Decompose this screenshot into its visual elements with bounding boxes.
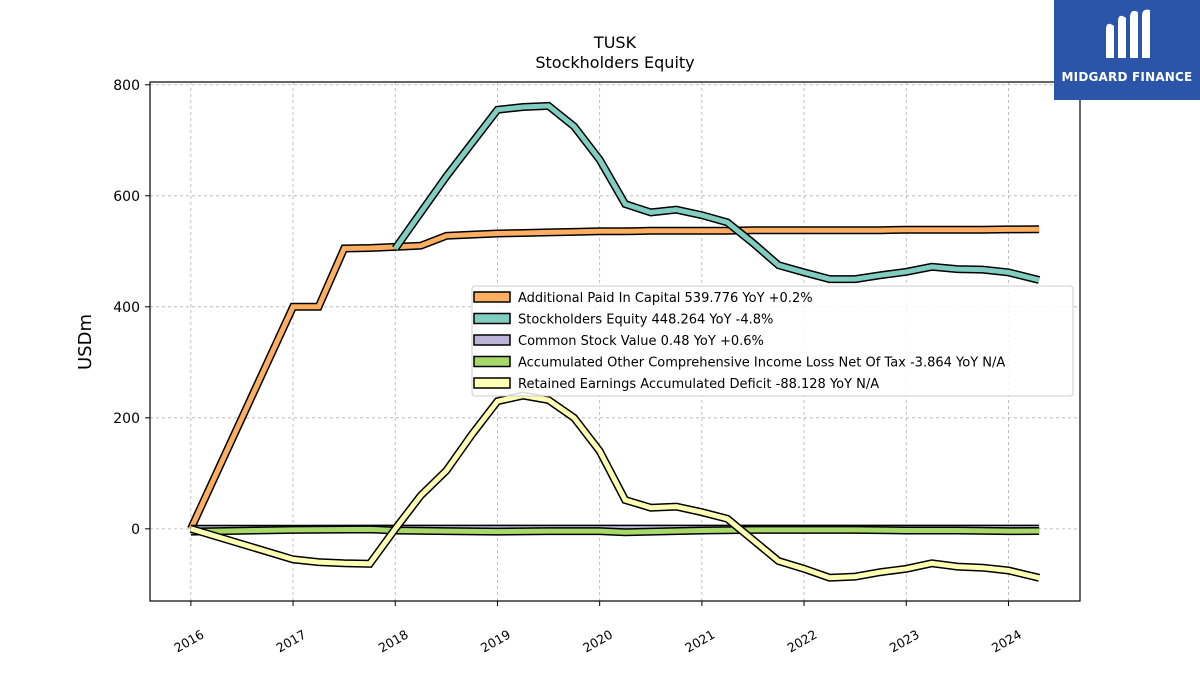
series-line-fill [190,393,1040,581]
chart-title: TUSK [593,33,637,52]
series-line [392,101,1041,284]
logo-mark-icon [1106,9,1150,59]
legend-label: Stockholders Equity 448.264 YoY -4.8% [518,313,773,328]
logo-text: MIDGARD FINANCE [1061,70,1193,84]
legend-swatch [473,334,511,346]
legend-swatch [473,312,511,325]
x-tick-label: 2022 [785,627,820,656]
legend-label: Accumulated Other Comprehensive Income L… [518,356,1005,371]
x-tick-label: 2017 [274,627,309,656]
x-tick-label: 2019 [478,627,513,656]
legend-swatch [473,355,511,368]
midgard-finance-logo: MIDGARD FINANCE [1054,0,1200,100]
series-lines [187,101,1041,582]
series-line-fill [190,526,1040,535]
legend-box [471,285,1074,397]
x-tick-label: 2021 [682,627,717,656]
y-tick-label: 800 [113,78,140,94]
legend-swatch [473,377,511,389]
series-line-fill [393,103,1040,283]
y-tick-label: 400 [113,300,140,316]
y-tick-label: 600 [113,189,140,205]
x-axis: 2016 2017 2018 2019 2020 2021 2022 2023 2024 [171,601,1024,656]
grid-lines [150,82,1080,601]
x-tick-label: 2024 [989,627,1024,656]
legend: Additional Paid In Capital 539.776 YoY +… [471,285,1074,397]
plot-frame [149,81,1081,602]
chart-subtitle: Stockholders Equity [535,53,694,72]
series-line-outline [392,101,1041,284]
legend-label: Retained Earnings Accumulated Deficit -8… [518,377,879,392]
series-line [190,525,1040,537]
series-line-outline [189,391,1041,582]
x-tick-label: 2018 [376,627,411,656]
legend-label: Additional Paid In Capital 539.776 YoY +… [518,291,813,306]
y-axis-label: USDm [75,314,96,370]
y-tick-label: 200 [113,411,140,427]
legend-label: Common Stock Value 0.48 YoY +0.6% [518,334,764,349]
series-line [189,391,1041,582]
y-axis: 0 200 400 600 800 [113,78,150,538]
x-tick-label: 2020 [580,627,615,656]
x-tick-label: 2023 [887,627,922,656]
x-tick-label: 2016 [171,627,206,656]
legend-swatch [473,291,511,303]
y-tick-label: 0 [131,522,140,538]
